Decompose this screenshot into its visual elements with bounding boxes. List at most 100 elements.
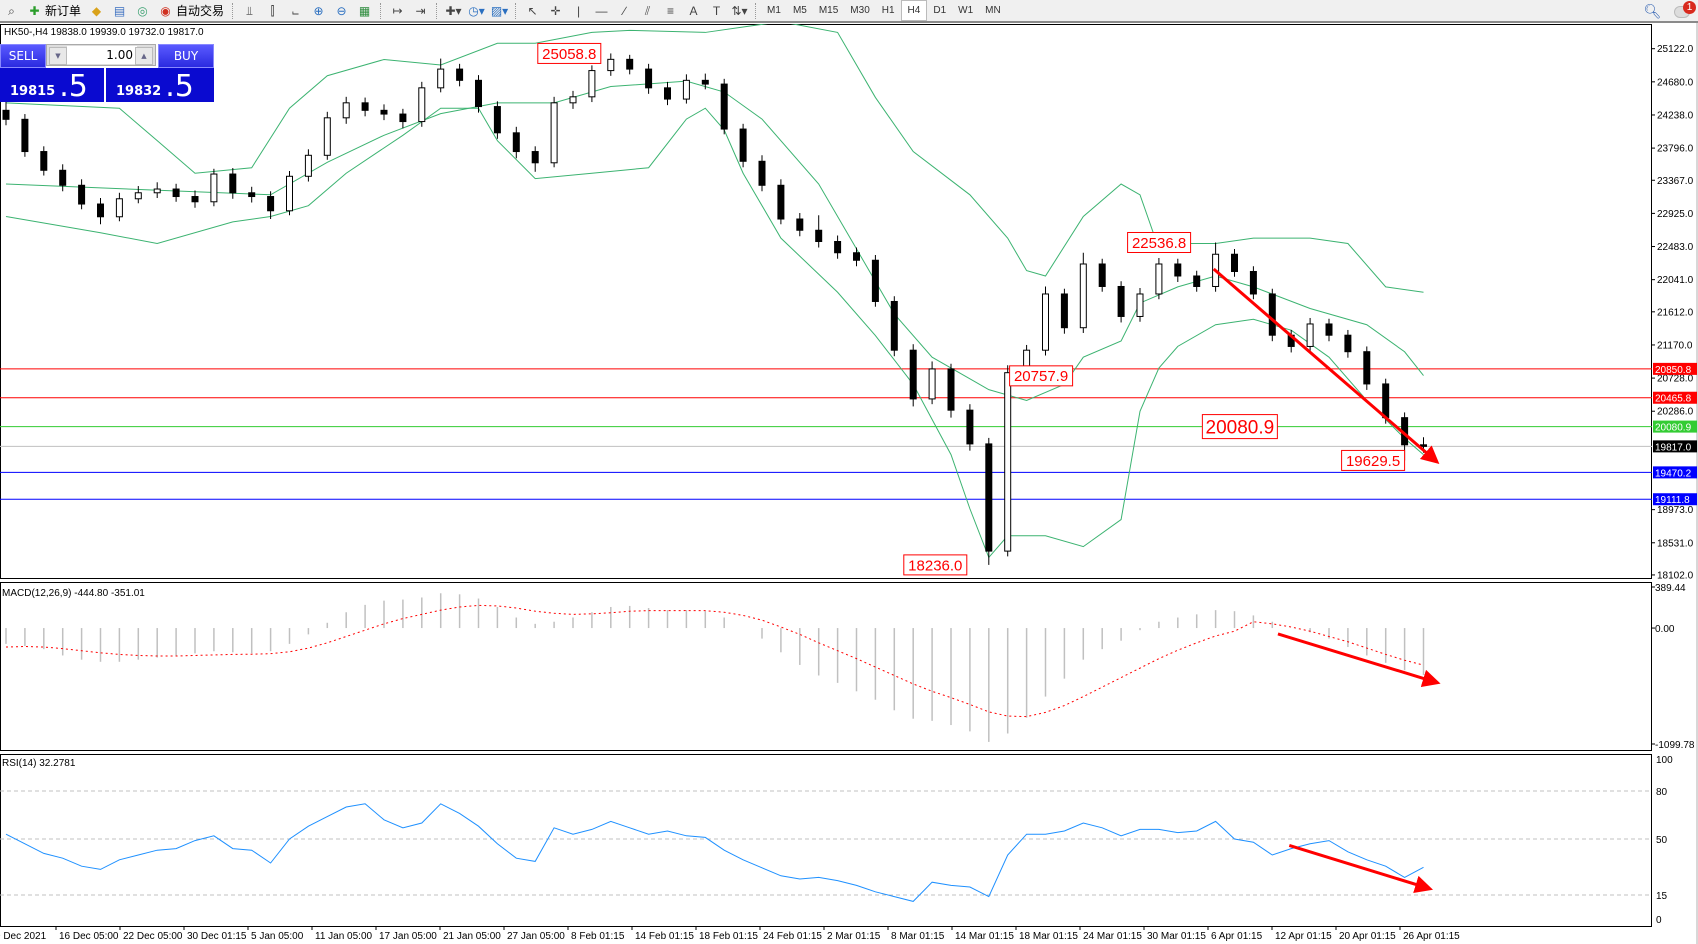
candle bbox=[78, 179, 86, 210]
gold-bar-button[interactable]: ◆ bbox=[85, 1, 108, 20]
horizontal-line-icon: — bbox=[595, 3, 608, 18]
candle bbox=[2, 101, 10, 126]
timeframe-h1[interactable]: H1 bbox=[881, 5, 895, 16]
indicators-dropdown-button[interactable]: ✚▾ bbox=[442, 1, 465, 20]
candle-body bbox=[286, 175, 293, 212]
crosshair-button[interactable]: ✛ bbox=[544, 1, 567, 20]
buy-button[interactable]: BUY bbox=[158, 44, 214, 68]
text-label-button[interactable]: T bbox=[705, 1, 728, 20]
price-tick-label: 23367.0 bbox=[1657, 176, 1694, 187]
volume-decrease-button[interactable]: ▼ bbox=[49, 47, 67, 65]
buy-price-box[interactable]: 19832 .5 bbox=[106, 68, 214, 102]
candle-body bbox=[1382, 383, 1390, 419]
price-tick-label: 18531.0 bbox=[1657, 538, 1694, 549]
sell-button[interactable]: SELL bbox=[0, 44, 46, 68]
candle bbox=[304, 149, 312, 182]
arrows-dropdown-button[interactable]: ⇅▾ bbox=[728, 1, 751, 20]
time-tick-label: 14 Mar 01:15 bbox=[955, 931, 1014, 942]
zoom-out-button[interactable]: ⊖ bbox=[330, 1, 353, 20]
time-tick-label: 8 Feb 01:15 bbox=[571, 931, 625, 942]
trendline-button[interactable]: ∕ bbox=[613, 1, 636, 20]
time-tick-label: 27 Jan 05:00 bbox=[507, 931, 565, 942]
candle bbox=[1117, 281, 1125, 323]
toolbar-separator bbox=[380, 2, 382, 19]
price-tag-label: 20465.8 bbox=[1655, 394, 1692, 405]
price-annotation: 20757.9 bbox=[1009, 365, 1074, 387]
templates-button[interactable]: ▨▾ bbox=[488, 1, 511, 20]
price-tick-label: 20728.0 bbox=[1657, 374, 1694, 385]
candle-body bbox=[626, 58, 634, 70]
rsi-tick-label: 50 bbox=[1656, 835, 1668, 846]
sell-price-fraction: .5 bbox=[59, 69, 88, 104]
cursor-button[interactable]: ↖ bbox=[521, 1, 544, 20]
timeframe-w1[interactable]: W1 bbox=[958, 5, 974, 16]
candle-body bbox=[758, 160, 766, 186]
macd-trend-arrow bbox=[1277, 632, 1441, 688]
trendline-icon: ∕ bbox=[623, 3, 626, 18]
candlestick-chart-button[interactable]: ⫿ bbox=[261, 1, 284, 20]
timeframe-m1[interactable]: M1 bbox=[767, 5, 781, 16]
equidistant-channel-button[interactable]: ⫽ bbox=[636, 1, 659, 20]
candle bbox=[40, 146, 48, 176]
price-tick-label: 21170.0 bbox=[1657, 340, 1693, 351]
timeframe-m15[interactable]: M15 bbox=[818, 5, 839, 16]
text-button[interactable]: A bbox=[682, 1, 705, 20]
periods-clock-button[interactable]: ◷▾ bbox=[465, 1, 488, 20]
zoom-partial-button[interactable]: ⌕ bbox=[0, 1, 23, 20]
annotation-label: 20757.9 bbox=[1014, 368, 1068, 385]
tile-windows-button[interactable]: ▦ bbox=[353, 1, 376, 20]
timeframe-d1[interactable]: D1 bbox=[933, 5, 947, 16]
candle-body bbox=[966, 409, 974, 445]
vertical-line-button[interactable]: | bbox=[567, 1, 590, 20]
candle-body bbox=[815, 229, 823, 243]
timeframe-h4[interactable]: H4 bbox=[900, 0, 928, 21]
timeframe-mn[interactable]: MN bbox=[985, 5, 1001, 16]
candle-body bbox=[1249, 270, 1257, 295]
candle-body bbox=[985, 443, 993, 552]
candle bbox=[418, 81, 426, 127]
signals-button[interactable]: ◎ bbox=[131, 1, 154, 20]
bar-chart-button[interactable]: ⫫ bbox=[238, 1, 261, 20]
new-order-button[interactable]: ✚ 新订单 bbox=[23, 1, 85, 20]
timeframe-m30[interactable]: M30 bbox=[850, 5, 870, 16]
candle-body bbox=[361, 102, 369, 111]
candle bbox=[437, 58, 445, 93]
sell-price-box[interactable]: 19815 .5 bbox=[0, 68, 104, 102]
candle-body bbox=[1420, 444, 1427, 447]
candle bbox=[871, 254, 879, 307]
volume-input[interactable] bbox=[67, 46, 137, 64]
line-chart-button[interactable]: ⨽ bbox=[284, 1, 307, 20]
candle-body bbox=[21, 118, 29, 153]
annotation-label: 20080.9 bbox=[1206, 417, 1275, 438]
price-tick-label: 24680.0 bbox=[1657, 77, 1694, 88]
rsi-tick-label: 100 bbox=[1656, 755, 1673, 766]
price-tag bbox=[1653, 440, 1697, 453]
timeframe-m5[interactable]: M5 bbox=[792, 5, 807, 16]
zoom-partial-icon: ⌕ bbox=[8, 3, 15, 18]
templates-icon: ▨▾ bbox=[490, 3, 509, 18]
candle bbox=[1136, 287, 1144, 322]
time-tick-label: 2 Mar 01:15 bbox=[827, 931, 881, 942]
horizontal-line-button[interactable]: — bbox=[590, 1, 613, 20]
search-icon[interactable]: 🔍︎ bbox=[1643, 2, 1662, 19]
macd-signal-line bbox=[5, 604, 1424, 718]
terminal-button[interactable]: ▤ bbox=[108, 1, 131, 20]
chart-shift-button[interactable]: ⇥ bbox=[409, 1, 432, 20]
candle bbox=[1268, 288, 1276, 342]
notifications-button[interactable]: 1 bbox=[1674, 0, 1696, 19]
auto-trading-button[interactable]: ◉ 自动交易 bbox=[154, 1, 228, 20]
annotation-box bbox=[1009, 365, 1074, 387]
toolbar-separator bbox=[436, 2, 438, 19]
price-tag-label: 19111.8 bbox=[1655, 495, 1690, 506]
annotation-label: 18236.0 bbox=[908, 557, 962, 574]
zoom-in-button[interactable]: ⊕ bbox=[307, 1, 330, 20]
indicators-dropdown-icon: ✚▾ bbox=[445, 3, 462, 18]
rsi-title: RSI(14) 32.2781 bbox=[2, 758, 76, 769]
volume-increase-button[interactable]: ▲ bbox=[135, 47, 153, 65]
candle-body bbox=[607, 58, 615, 72]
candle-body bbox=[1174, 263, 1182, 277]
fibonacci-button[interactable]: ≡ bbox=[659, 1, 682, 20]
auto-scroll-button[interactable]: ↦ bbox=[386, 1, 409, 20]
bollinger-lower bbox=[5, 107, 1424, 559]
